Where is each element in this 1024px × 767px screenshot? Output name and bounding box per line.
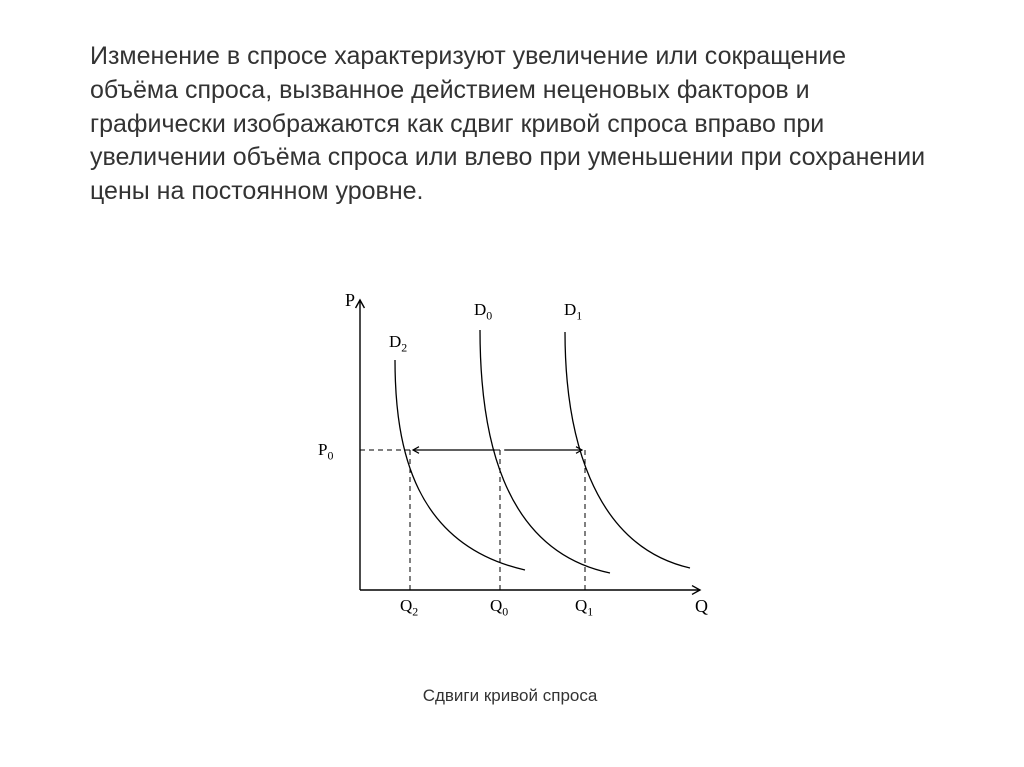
d0-curve-label: D0 <box>474 300 492 323</box>
y-axis-label: P <box>345 290 355 311</box>
p0-tick-label: P0 <box>318 440 333 463</box>
d2-curve-label: D2 <box>389 332 407 355</box>
q1-tick-label: Q1 <box>575 596 593 619</box>
q0-tick-label: Q0 <box>490 596 508 619</box>
paragraph-text: Изменение в спросе характеризуют увеличе… <box>90 40 934 209</box>
d1-curve-label: D1 <box>564 300 582 323</box>
x-axis-label: Q <box>695 596 708 617</box>
chart-svg <box>300 290 720 620</box>
q2-tick-label: Q2 <box>400 596 418 619</box>
chart-caption: Сдвиги кривой спроса <box>423 686 598 706</box>
slide: Изменение в спросе характеризуют увеличе… <box>0 0 1024 767</box>
demand-shift-chart: P Q P0 Q2 Q0 Q1 D2 D0 D1 Сдвиги кривой с… <box>300 290 720 670</box>
